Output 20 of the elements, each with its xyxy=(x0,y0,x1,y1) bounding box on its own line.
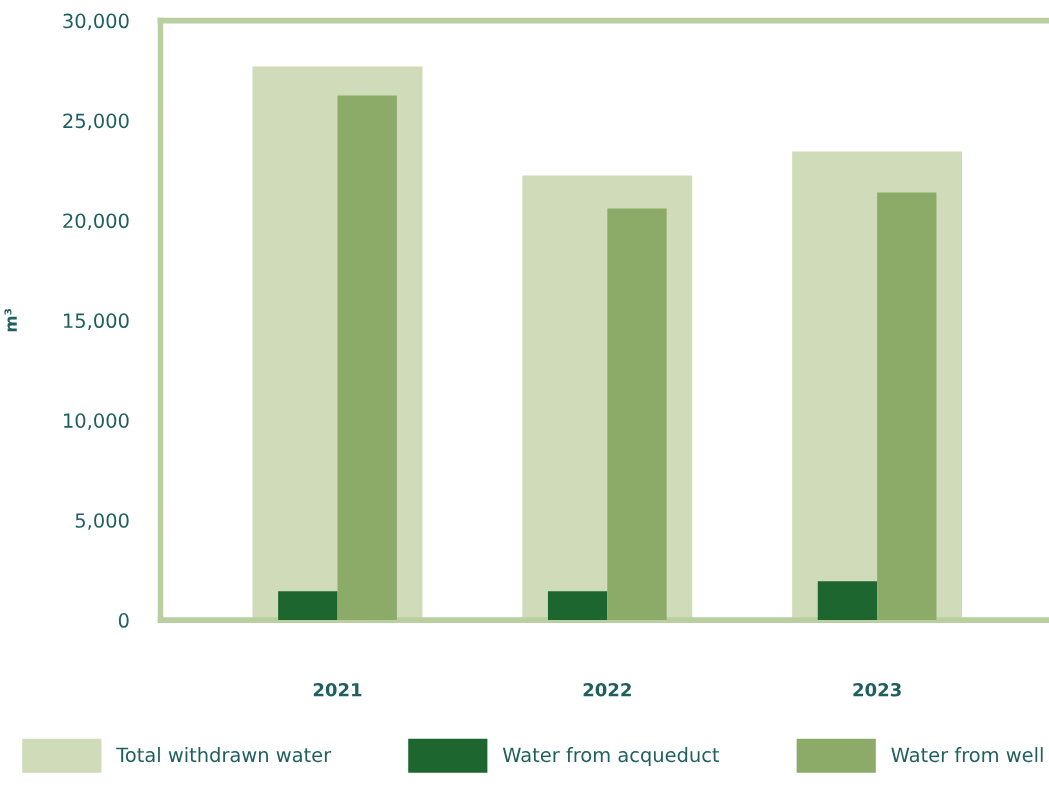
x-tick-label: 2023 xyxy=(853,682,901,697)
bar xyxy=(607,208,667,621)
bar xyxy=(817,581,878,621)
bar xyxy=(278,591,338,621)
bar xyxy=(337,95,397,621)
bar xyxy=(877,192,937,621)
y-tick-label: 15,000 xyxy=(64,313,129,331)
bar xyxy=(547,591,608,621)
y-tick-label: 30,000 xyxy=(63,13,129,31)
y-tick-label: 5,000 xyxy=(75,513,129,530)
x-tick-label: 2022 xyxy=(583,682,631,697)
y-tick-label: 25,000 xyxy=(63,113,129,131)
legend-label: Water from well xyxy=(891,747,1043,763)
y-axis-title: m³ xyxy=(4,308,17,332)
legend-label: Total withdrawn water xyxy=(116,747,332,763)
x-tick-label: 2021 xyxy=(313,682,362,697)
y-tick-label: 20,000 xyxy=(63,213,129,231)
y-tick-label: 0 xyxy=(118,613,129,628)
legend-label: Water from acqueduct xyxy=(502,747,720,766)
y-tick-label: 10,000 xyxy=(64,413,129,430)
